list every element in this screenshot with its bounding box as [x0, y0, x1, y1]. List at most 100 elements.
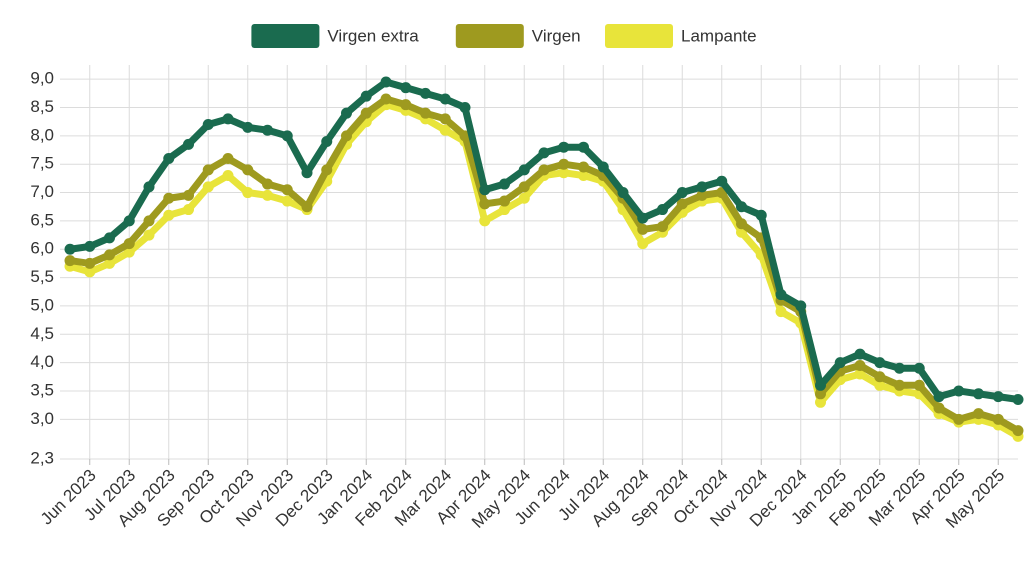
point: [518, 164, 530, 176]
point: [518, 192, 530, 204]
point: [736, 218, 747, 230]
y-tick-label: 2,3: [30, 448, 54, 467]
point: [262, 189, 273, 201]
point: [499, 195, 510, 207]
point: [242, 187, 254, 199]
y-tick-label: 7,5: [30, 154, 54, 173]
point: [538, 164, 550, 176]
point: [242, 164, 254, 176]
point: [874, 357, 886, 369]
point: [558, 141, 570, 153]
point: [1012, 425, 1024, 437]
point: [854, 368, 866, 380]
point: [992, 413, 1004, 425]
point: [143, 215, 155, 227]
y-tick-label: 7,0: [30, 182, 54, 201]
point: [242, 121, 254, 133]
point: [222, 153, 234, 165]
point: [360, 90, 372, 102]
point: [321, 136, 333, 148]
y-tick-label: 3,5: [30, 380, 54, 399]
y-tick-label: 8,5: [30, 97, 54, 116]
point: [597, 161, 609, 173]
point: [716, 175, 728, 187]
point: [992, 391, 1004, 403]
point: [123, 215, 135, 227]
point: [262, 124, 273, 136]
point: [64, 243, 76, 255]
y-tick-label: 6,5: [30, 210, 54, 229]
point: [281, 130, 293, 142]
point: [301, 167, 313, 179]
y-tick-label: 8,0: [30, 125, 54, 144]
point: [953, 385, 965, 397]
point: [202, 164, 214, 176]
point: [321, 164, 333, 176]
point: [420, 87, 431, 99]
point: [499, 178, 510, 190]
legend-swatch: [455, 24, 524, 48]
y-tick-label: 4,5: [30, 324, 54, 343]
point: [578, 170, 589, 182]
y-tick-label: 5,5: [30, 267, 54, 286]
point: [558, 158, 570, 170]
point: [518, 181, 530, 193]
point: [341, 107, 352, 119]
y-tick-label: 9,0: [30, 69, 54, 88]
point: [202, 181, 214, 193]
point: [499, 204, 510, 216]
point: [84, 257, 96, 269]
point: [380, 76, 392, 88]
point: [1012, 393, 1024, 405]
point: [84, 240, 96, 252]
point: [104, 257, 115, 269]
point: [222, 113, 234, 125]
legend-swatch: [605, 24, 673, 48]
point: [657, 204, 668, 216]
point: [281, 195, 293, 207]
point: [143, 229, 155, 241]
point: [360, 107, 372, 119]
point: [696, 181, 708, 193]
point: [262, 178, 273, 190]
y-tick-label: 3,0: [30, 409, 54, 428]
point: [400, 82, 412, 94]
point: [874, 379, 886, 391]
point: [202, 119, 214, 131]
point: [815, 379, 826, 391]
point: [637, 212, 649, 224]
point: [143, 181, 155, 193]
point: [854, 348, 866, 360]
point: [123, 238, 135, 250]
point: [459, 102, 471, 114]
legend-label: Lampante: [681, 26, 757, 45]
point: [874, 371, 886, 383]
point: [479, 184, 491, 196]
point: [755, 209, 767, 221]
point: [775, 306, 787, 318]
point: [104, 232, 115, 244]
point: [894, 362, 905, 374]
point: [973, 408, 984, 420]
point: [400, 99, 412, 111]
point: [163, 192, 175, 204]
point: [854, 359, 866, 371]
legend-label: Virgen: [532, 26, 581, 45]
point: [281, 184, 293, 196]
point: [439, 93, 451, 105]
legend-swatch: [251, 24, 320, 48]
point: [183, 189, 194, 201]
point: [222, 170, 234, 182]
point: [479, 215, 491, 227]
point: [341, 130, 352, 142]
point: [637, 223, 649, 235]
point: [578, 141, 589, 153]
series: [64, 76, 1024, 405]
point: [913, 362, 925, 374]
point: [183, 204, 194, 216]
point: [578, 161, 589, 173]
point: [775, 289, 787, 301]
point: [104, 249, 115, 261]
point: [380, 93, 392, 105]
